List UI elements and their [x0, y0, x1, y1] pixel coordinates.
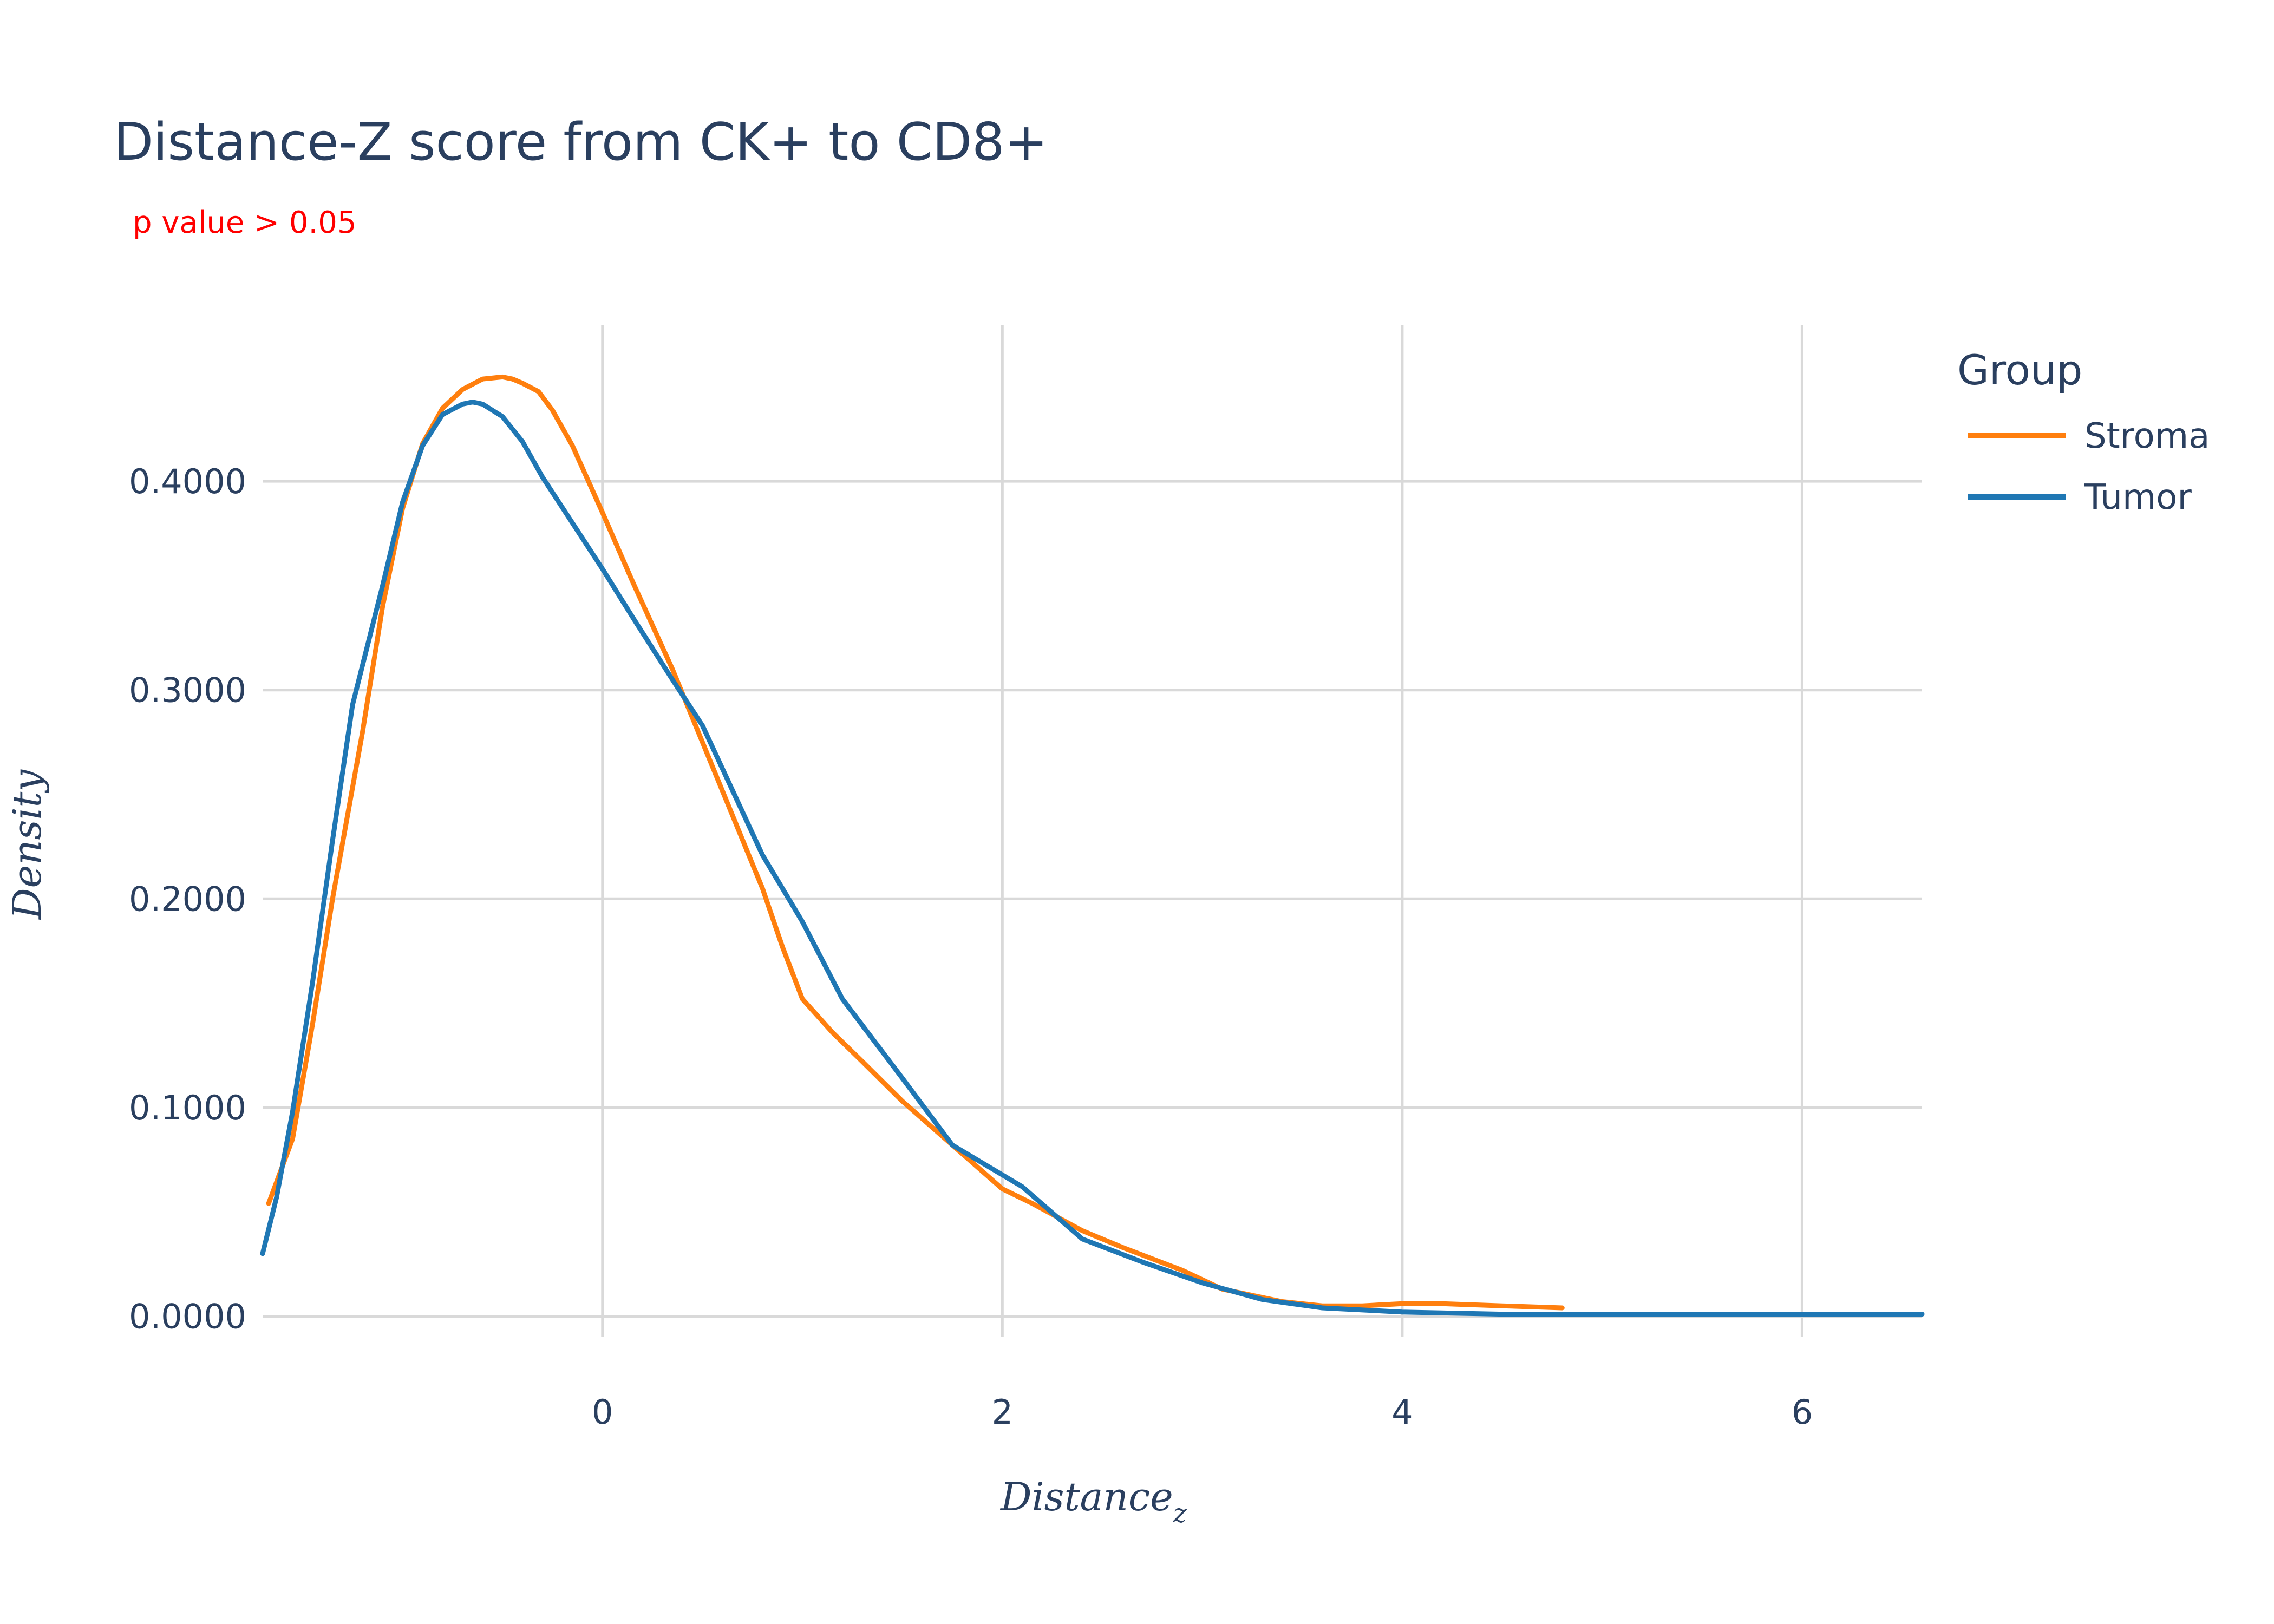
- series-line-stroma: [266, 374, 1565, 1311]
- x-tick-label: 2: [992, 1392, 1013, 1432]
- legend-item-tumor[interactable]: Tumor: [1968, 477, 2192, 518]
- y-tick-label: 0.4000: [129, 462, 246, 501]
- legend-title: Group: [1957, 346, 2082, 394]
- x-axis-title-subscript: z: [1173, 1498, 1187, 1529]
- series-lines: [260, 374, 1925, 1317]
- chart-title: Distance-Z score from CK+ to CD8+: [114, 113, 1048, 172]
- y-axis-title: Density: [4, 769, 50, 921]
- legend[interactable]: Group Stroma Tumor: [1957, 346, 2210, 518]
- legend-label: Stroma: [2084, 416, 2210, 456]
- tick-labels: 0 2 4 6 0.0000 0.1000 0.2000 0.3000 0.4000: [129, 462, 1813, 1432]
- y-tick-label: 0.1000: [129, 1088, 246, 1128]
- x-axis-title: Distancez: [999, 1474, 1187, 1529]
- legend-item-stroma[interactable]: Stroma: [1968, 416, 2210, 456]
- legend-label: Tumor: [2084, 477, 2192, 518]
- y-tick-label: 0.2000: [129, 879, 246, 919]
- x-tick-label: 6: [1792, 1392, 1813, 1432]
- x-tick-label: 4: [1391, 1392, 1413, 1432]
- gridlines: [263, 325, 1922, 1337]
- series-line-tumor: [260, 400, 1925, 1317]
- y-tick-label: 0.0000: [129, 1296, 246, 1336]
- x-axis-title-base: Distance: [999, 1474, 1173, 1520]
- y-tick-label: 0.3000: [129, 671, 246, 710]
- chart-subtitle: p value > 0.05: [133, 205, 357, 240]
- x-tick-label: 0: [592, 1392, 613, 1432]
